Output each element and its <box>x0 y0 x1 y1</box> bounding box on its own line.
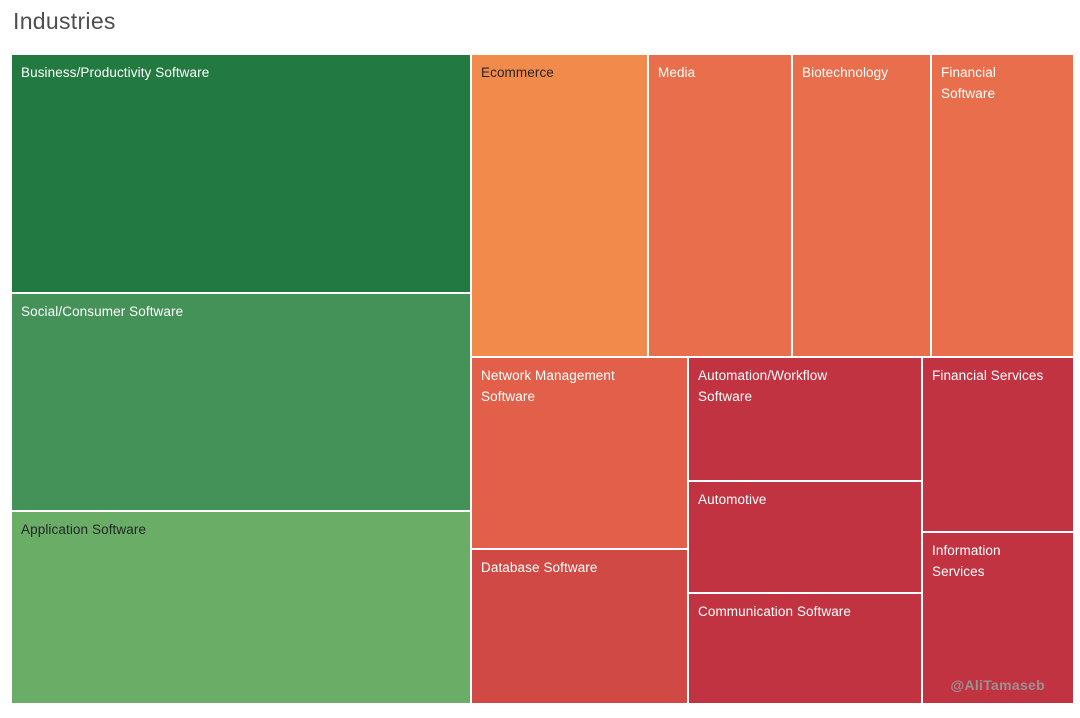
tile-label: Ecommerce <box>481 65 554 80</box>
tile-label: Social/Consumer Software <box>21 304 184 319</box>
treemap-tile-financial-software[interactable]: Financial Software <box>932 55 1073 356</box>
tile-label: Communication Software <box>698 604 852 619</box>
tile-label: Business/Productivity Software <box>21 65 210 80</box>
watermark: @AliTamaseb <box>950 677 1045 693</box>
treemap-tile-communication-software[interactable]: Communication Software <box>689 594 921 703</box>
treemap-tile-automation-workflow-software[interactable]: Automation/Workflow Software <box>689 358 921 480</box>
treemap-tile-media[interactable]: Media <box>649 55 791 356</box>
treemap: @AliTamaseb Business/Productivity Softwa… <box>12 55 1073 703</box>
treemap-tile-database-software[interactable]: Database Software <box>472 550 687 703</box>
treemap-tile-information-services[interactable]: Information Services <box>923 533 1073 703</box>
tile-label: Application Software <box>21 522 147 537</box>
treemap-tile-biotechnology[interactable]: Biotechnology <box>793 55 930 356</box>
treemap-tile-social-consumer-software[interactable]: Social/Consumer Software <box>12 294 470 510</box>
tile-label: Financial Software <box>941 65 996 101</box>
tile-label: Financial Services <box>932 368 1044 383</box>
tile-label: Network Management Software <box>481 368 615 404</box>
tile-label: Media <box>658 65 696 80</box>
tile-label: Database Software <box>481 560 598 575</box>
tile-label: Automotive <box>698 492 767 507</box>
treemap-tile-business-productivity-software[interactable]: Business/Productivity Software <box>12 55 470 292</box>
chart-title: Industries <box>13 8 116 34</box>
treemap-tile-financial-services[interactable]: Financial Services <box>923 358 1073 531</box>
tile-label: Biotechnology <box>802 65 889 80</box>
tile-label: Information Services <box>932 543 1001 579</box>
treemap-tile-application-software[interactable]: Application Software <box>12 512 470 703</box>
treemap-tile-automotive[interactable]: Automotive <box>689 482 921 592</box>
tile-label: Automation/Workflow Software <box>698 368 828 404</box>
treemap-tile-ecommerce[interactable]: Ecommerce <box>472 55 647 356</box>
treemap-tile-network-management-software[interactable]: Network Management Software <box>472 358 687 548</box>
